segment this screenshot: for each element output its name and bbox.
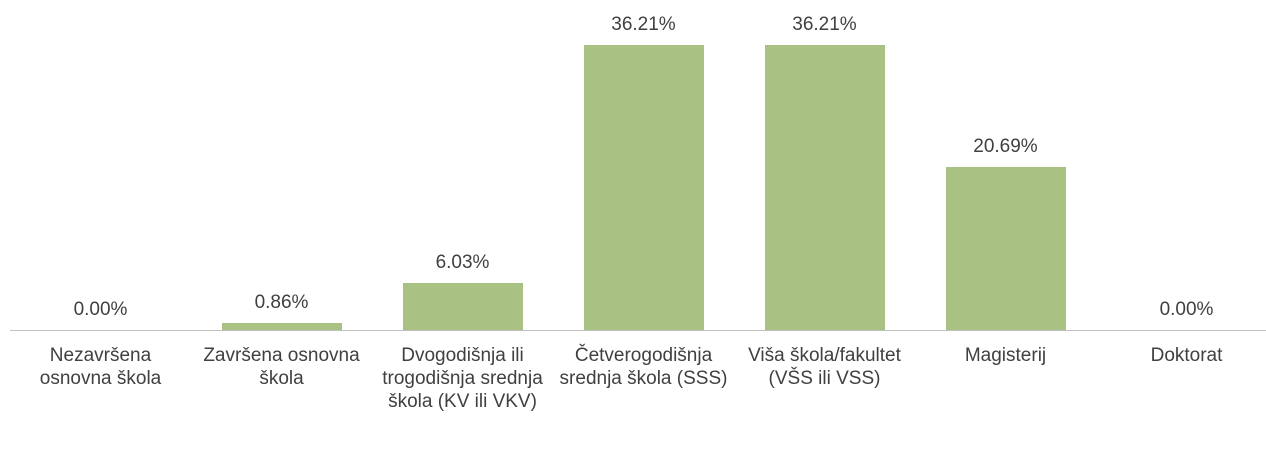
x-tick-label: Magisterij: [964, 345, 1047, 366]
x-tick-label: Doktorat: [1150, 345, 1223, 366]
data-label: 0.86%: [254, 292, 309, 314]
x-tick-label: Završena osnovna škola: [203, 345, 360, 389]
bar: [402, 282, 523, 330]
bar: [221, 323, 342, 330]
bar: [945, 167, 1066, 330]
bar: [764, 45, 885, 330]
data-label: 20.69%: [973, 136, 1038, 158]
x-tick-label: Četverogodišnja srednja škola (SSS): [559, 345, 728, 389]
x-tick-label: Nezavršena osnovna škola: [39, 345, 162, 389]
data-label: 0.00%: [73, 299, 128, 320]
data-label: 6.03%: [435, 251, 490, 273]
data-label: 0.00%: [1159, 299, 1214, 320]
x-tick-label: Viša škola/fakultet (VŠS ili VSS): [748, 345, 901, 389]
bar: [583, 45, 704, 330]
data-label: 36.21%: [792, 14, 857, 35]
x-tick-label: Dvogodišnja ili trogodišnja srednja škol…: [382, 345, 543, 412]
axis-line: [10, 330, 1266, 331]
data-label: 36.21%: [611, 14, 676, 35]
